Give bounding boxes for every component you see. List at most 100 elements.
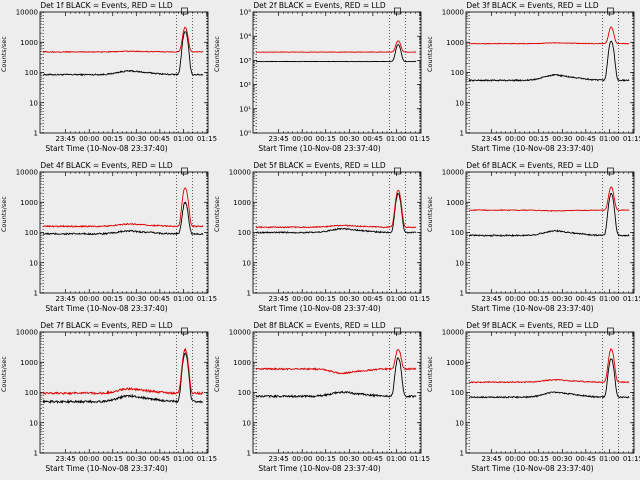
- x-tick-label: 01:00: [386, 135, 406, 143]
- x-tick-label: 00:45: [576, 455, 596, 463]
- x-tick-label: 00:45: [363, 455, 383, 463]
- plot-frame: [39, 331, 209, 454]
- x-tick-label: 00:30: [339, 455, 359, 463]
- peak-marker-box: [181, 167, 188, 175]
- chart-svg: 1 10 100 1000 10000 23:45 00:00 00:15 00:30 00:45…: [229, 327, 430, 463]
- x-tick-label: 00:00: [505, 135, 525, 143]
- x-tick-label: 00:00: [79, 455, 99, 463]
- x-tick-label: 00:15: [529, 295, 549, 303]
- x-tick-label: 00:15: [529, 455, 549, 463]
- series-line-black: [42, 31, 204, 77]
- chart-svg: 10⁰ 10¹ 10² 10³ 10⁴ 10⁵ 23:45 00:00 00:15 00:30 00…: [239, 7, 430, 143]
- chart-svg: 1 10 100 1000 10000 23:45 00:00 00:15 00:30 00:45…: [442, 167, 640, 303]
- y-tick-label: 10: [455, 419, 464, 427]
- y-tick-label: 10: [455, 99, 464, 107]
- x-tick-label: 00:00: [292, 135, 312, 143]
- plot-frame: [39, 171, 209, 294]
- x-tick-label: 23:45: [56, 135, 76, 143]
- chart-title: Det 1f BLACK = Events, RED = LLD: [40, 1, 173, 10]
- chart-panel-1: Det 1f BLACK = Events, RED = LLD Start Ti…: [0, 0, 217, 160]
- y-tick-label: 10²: [239, 81, 251, 89]
- y-tick-label: 100: [25, 229, 38, 237]
- x-tick-label: 00:45: [576, 295, 596, 303]
- x-tick-label: 00:30: [126, 295, 146, 303]
- y-tick-label: 10: [29, 99, 38, 107]
- x-axis-label: Start Time (10-Nov-08 23:37:40): [45, 144, 168, 153]
- peak-marker-box: [607, 327, 614, 335]
- x-tick-label: 00:30: [126, 455, 146, 463]
- x-axis-label: Start Time (10-Nov-08 23:37:40): [471, 464, 594, 473]
- chart-title: Det 2f BLACK = Events, RED = LLD: [253, 1, 386, 10]
- x-tick-label: 00:45: [363, 295, 383, 303]
- chart-svg: 1 10 100 1000 10000 23:45 00:00 00:15 00:30 00:45…: [229, 167, 430, 303]
- y-tick-label: 1: [460, 450, 464, 458]
- y-tick-label: 1: [34, 290, 38, 298]
- y-tick-label: 1000: [446, 199, 464, 207]
- y-tick-label: 10⁰: [239, 130, 251, 138]
- x-tick-label: 00:00: [79, 135, 99, 143]
- x-axis-label: Start Time (10-Nov-08 23:37:40): [471, 144, 594, 153]
- x-tick-label: 00:45: [576, 135, 596, 143]
- y-tick-label: 10: [29, 419, 38, 427]
- x-tick-label: 01:00: [386, 295, 406, 303]
- series-line-black: [42, 352, 204, 404]
- y-tick-label: 10000: [16, 329, 38, 337]
- peak-marker-box: [394, 7, 401, 15]
- x-tick-label: 01:00: [386, 455, 406, 463]
- series-line-red: [42, 187, 204, 228]
- x-tick-label: 00:00: [292, 455, 312, 463]
- x-tick-label: 23:45: [269, 455, 289, 463]
- y-tick-label: 100: [238, 389, 251, 397]
- chart-svg: 1 10 100 1000 10000 23:45 00:00 00:15 00:30 00:45…: [16, 167, 217, 303]
- series-line-black: [255, 356, 417, 399]
- x-tick-label: 01:15: [623, 295, 640, 303]
- plot-frame: [39, 11, 209, 134]
- x-tick-label: 00:15: [316, 135, 336, 143]
- series-line-black: [255, 192, 417, 234]
- x-tick-label: 01:00: [173, 135, 193, 143]
- peak-marker-box: [181, 327, 188, 335]
- x-tick-label: 01:00: [599, 455, 619, 463]
- x-tick-label: 00:45: [150, 135, 170, 143]
- x-tick-label: 00:30: [339, 135, 359, 143]
- x-tick-label: 00:30: [339, 295, 359, 303]
- plot-frame: [252, 11, 422, 134]
- x-axis-label: Start Time (10-Nov-08 23:37:40): [45, 304, 168, 313]
- series-line-red: [255, 349, 417, 375]
- series-line-black: [468, 193, 630, 237]
- y-tick-label: 1000: [20, 199, 38, 207]
- series-line-black: [42, 201, 204, 236]
- x-tick-label: 00:15: [103, 455, 123, 463]
- x-tick-label: 01:15: [410, 455, 430, 463]
- y-tick-label: 1: [247, 290, 251, 298]
- series-line-red: [468, 347, 630, 384]
- x-tick-label: 00:30: [126, 135, 146, 143]
- peak-marker-box: [607, 167, 614, 175]
- chart-panel-4: Det 4f BLACK = Events, RED = LLD Start Ti…: [0, 160, 217, 320]
- series-line-red: [468, 186, 630, 212]
- y-tick-label: 10¹: [239, 105, 251, 113]
- x-tick-label: 23:45: [269, 295, 289, 303]
- series-line-red: [255, 189, 417, 229]
- x-tick-label: 00:45: [150, 455, 170, 463]
- y-tick-label: 10: [242, 259, 251, 267]
- y-tick-label: 10³: [239, 57, 251, 65]
- y-tick-label: 100: [451, 389, 464, 397]
- series-line-black: [256, 44, 417, 63]
- x-tick-label: 00:00: [505, 455, 525, 463]
- series-line-red: [256, 40, 417, 53]
- y-tick-label: 100: [451, 69, 464, 77]
- y-tick-label: 100: [238, 229, 251, 237]
- y-tick-label: 10000: [229, 329, 251, 337]
- y-tick-label: 1000: [446, 39, 464, 47]
- series-line-red: [42, 347, 204, 396]
- chart-svg: 1 10 100 1000 10000 23:45 00:00 00:15 00:30 00:45…: [16, 327, 217, 463]
- chart-title: Det 8f BLACK = Events, RED = LLD: [253, 321, 386, 330]
- x-tick-label: 23:45: [482, 135, 502, 143]
- chart-panel-6: Det 6f BLACK = Events, RED = LLD Start Ti…: [426, 160, 640, 320]
- peak-marker-box: [394, 167, 401, 175]
- x-tick-label: 01:15: [197, 455, 217, 463]
- x-tick-label: 01:15: [623, 455, 640, 463]
- y-tick-label: 10000: [16, 169, 38, 177]
- y-tick-label: 10: [242, 419, 251, 427]
